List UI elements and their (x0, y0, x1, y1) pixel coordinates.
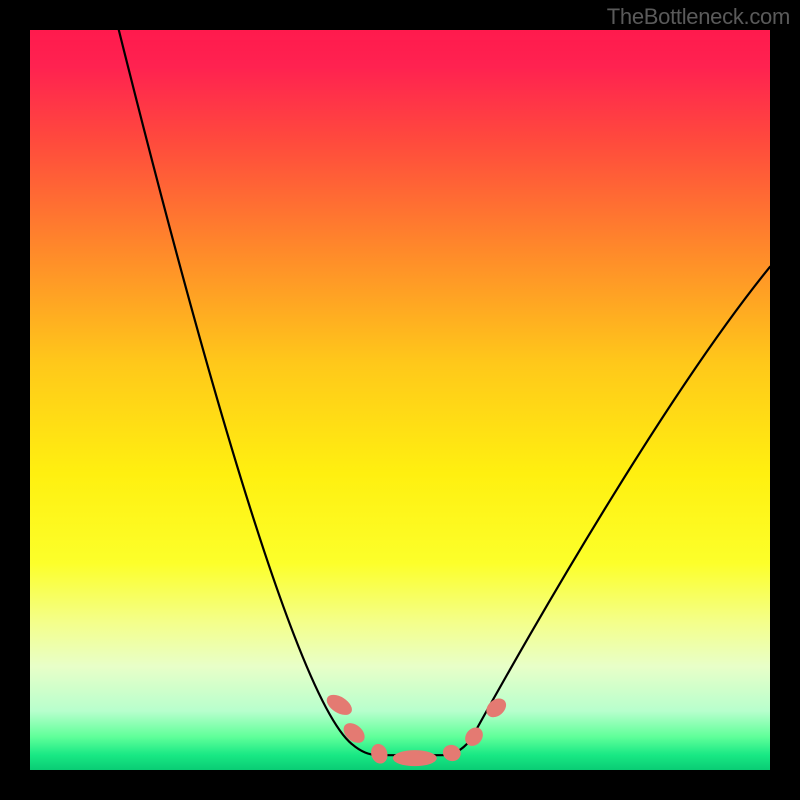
watermark-text: TheBottleneck.com (607, 4, 790, 30)
chart-container: TheBottleneck.com (0, 0, 800, 800)
bottleneck-chart (0, 0, 800, 800)
plot-background (30, 30, 770, 770)
valley-marker (393, 750, 437, 766)
